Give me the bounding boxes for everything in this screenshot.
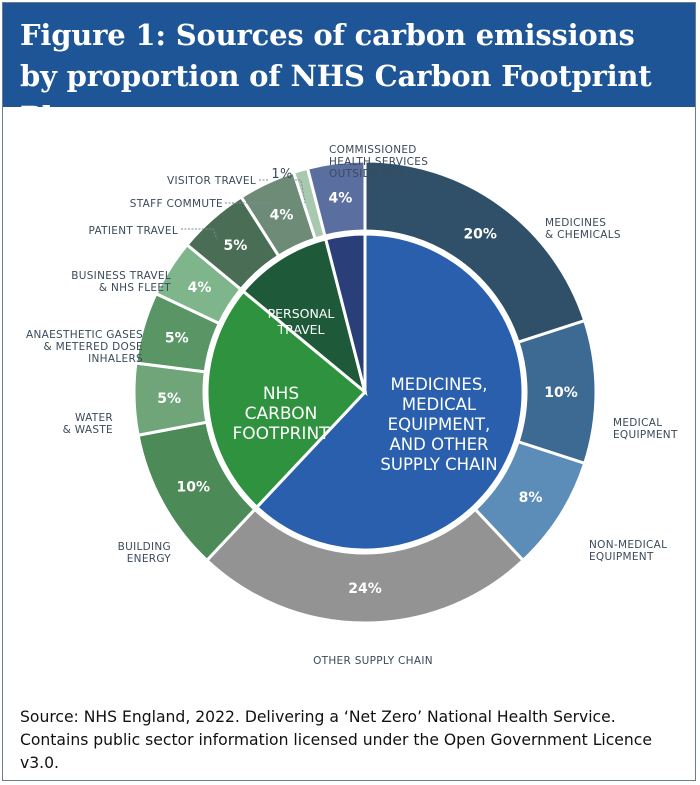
label-medicines-chemicals: MEDICINES & CHEMICALS [545,217,621,241]
title-banner: Figure 1: Sources of carbon emissions by… [3,3,695,134]
leader-patient-travel [181,228,218,240]
percentage-labels: 20% 10% 8% 24% 10% 5% 5% 4% 5% 4% 4% 1% [157,167,578,597]
pct-label-water-waste: 5% [157,391,181,407]
figure-title: Figure 1: Sources of carbon emissions by… [20,18,652,134]
inner-label-personal-travel: PERSONAL TRAVEL [268,306,335,337]
inner-wedge-medicines-medical-equipment-and-other-supply-chain [254,232,525,552]
pct-label-medicines-chemicals: 20% [463,226,497,242]
label-commissioned-health-services: COMMISSIONED HEALTH SERVICES OUTSIDE NHS [329,144,428,180]
label-building-energy: BUILDING ENERGY [118,541,172,565]
inner-label-supply-chain: MEDICINES, MEDICAL EQUIPMENT, AND OTHER SUPP… [380,375,497,474]
label-business-travel: BUSINESS TRAVEL & NHS FLEET [71,270,171,294]
pct-label-building-energy: 10% [176,479,210,495]
inner-wedge-commissioned [323,232,367,393]
pct-label-non-medical-equipment: 8% [519,490,543,506]
pct-label-commissioned-health-services-outside-nhs: 4% [329,191,353,207]
pct-label-medical-equipment: 10% [544,385,578,401]
source-line-1: Source: NHS England, 2022. Delivering a … [20,708,616,726]
label-other-supply-chain: OTHER SUPPLY CHAIN [313,655,433,667]
inner-pie [205,232,525,552]
label-anaesthetic-gases: ANAESTHETIC GASES & METERED DOSE INHALERS [26,329,143,365]
leader-staff-commute [225,202,276,212]
pct-label-anaesthetic-gases-metered-dose-inhalers: 5% [165,330,189,346]
label-non-medical-equipment: NON-MEDICAL EQUIPMENT [589,539,667,563]
leader-visitor-1pct [295,179,306,204]
pct-label-other-supply-chain: 24% [348,581,382,597]
label-water-waste: WATER & WASTE [63,412,113,436]
source-line-2: Contains public sector information licen… [20,731,652,772]
pct-label-visitor-travel: 1% [271,167,292,182]
inner-labels: MEDICINES, MEDICAL EQUIPMENT, AND OTHER SUPP… [232,306,497,474]
category-labels: MEDICINES & CHEMICALS MEDICAL EQUIPMENT NON-… [26,144,678,667]
inner-label-nhs-carbon-footprint: NHS CARBON FOOTPRINT [232,384,330,444]
pct-label-business-travel-nhs-fleet: 4% [188,280,212,296]
label-medical-equipment: MEDICAL EQUIPMENT [613,417,678,441]
source-note: Source: NHS England, 2022. Delivering a … [20,706,690,775]
label-visitor-travel: VISITOR TRAVEL [167,175,256,187]
segment-other-supply-chain [204,507,526,625]
inner-wedge-nhs-carbon-footprint [205,289,368,510]
pct-label-patient-travel: 5% [223,238,247,254]
pct-label-staff-commute: 4% [270,208,294,224]
donut-chart: MEDICINES & CHEMICALS MEDICAL EQUIPMENT NON-… [26,144,678,667]
segment-commissioned-health-services-outside-nhs [305,159,367,238]
label-patient-travel: PATIENT TRAVEL [89,225,178,237]
outer-ring [132,159,598,625]
label-staff-commute: STAFF COMMUTE [130,198,223,210]
leader-lines [181,179,306,240]
